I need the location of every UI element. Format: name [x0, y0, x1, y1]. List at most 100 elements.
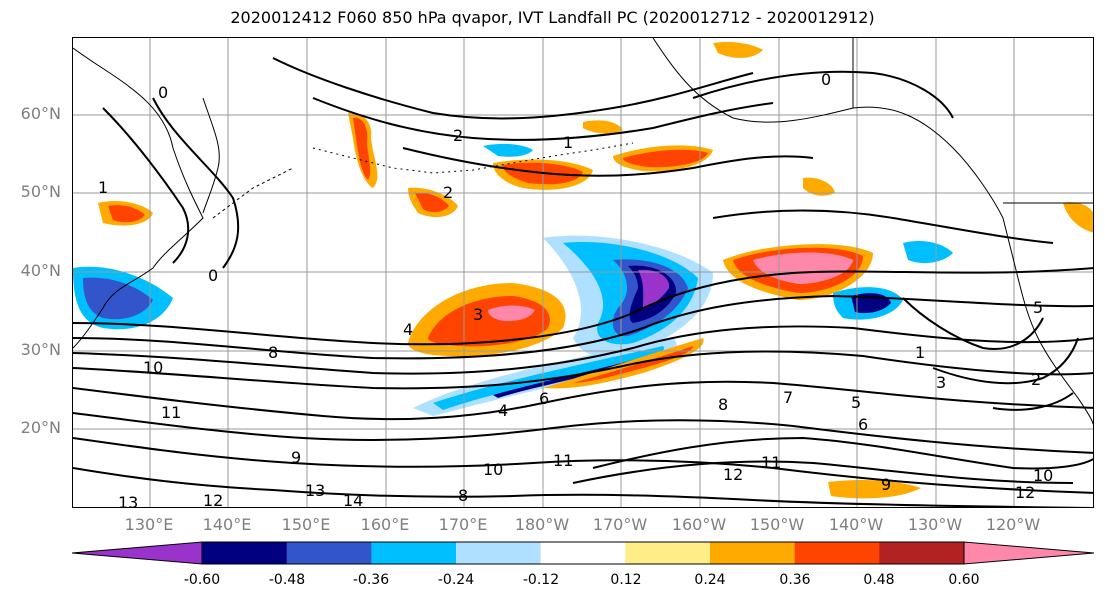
colorbar-cell	[625, 542, 711, 564]
contour-label: 8	[268, 343, 278, 362]
contour-label: 11	[161, 403, 181, 422]
shade-pink-175e	[488, 305, 535, 322]
contour-label: 7	[783, 388, 793, 407]
colorbar	[72, 541, 1094, 565]
shade-cyan-north-1	[483, 143, 533, 157]
lon-label-170w: 170°W	[592, 515, 648, 534]
shade-red-west-1	[108, 205, 145, 223]
colorbar-tick-label: -0.36	[352, 572, 390, 588]
colorbar-cell	[710, 542, 796, 564]
lon-label-160w: 160°W	[671, 515, 727, 534]
contour-label: 12	[723, 465, 743, 484]
na-west-coast	[1017, 277, 1093, 425]
contour-label: 11	[553, 451, 573, 470]
lat-label-50n: 50°N	[20, 182, 61, 201]
lat-label-20n: 20°N	[20, 418, 61, 437]
contour-label: 3	[936, 373, 946, 392]
aleutian-chain	[312, 142, 634, 174]
contour-label: 6	[539, 389, 549, 408]
colorbar-tick-label: 0.48	[863, 572, 895, 588]
contour-label: 5	[1033, 298, 1043, 317]
colorbar-cell	[794, 542, 880, 564]
contour-label: 2	[1031, 370, 1041, 389]
shade-orange-coast	[1063, 202, 1093, 233]
contour-label: 10	[483, 460, 503, 479]
shade-blue-west	[83, 277, 153, 320]
contour-label: 4	[498, 401, 508, 420]
shade-red-north-4	[415, 192, 449, 213]
contour-label: 12	[1015, 483, 1035, 502]
lat-label-30n: 30°N	[20, 340, 61, 359]
colorbar-tick-label: 0.60	[948, 572, 980, 588]
contour-label: 14	[343, 491, 363, 508]
contour-label: 6	[858, 415, 868, 434]
contour-label: 12	[203, 491, 223, 508]
lon-label-150e: 150°E	[281, 515, 331, 534]
colorbar-cells	[202, 542, 965, 564]
colorbar-cell	[371, 542, 457, 564]
lon-label-160e: 160°E	[360, 515, 410, 534]
map-canvas: 0 0 0 1 1 1 2 2 2 3 3 4 4 5 5 6 6 7 8 8 …	[73, 38, 1093, 508]
lon-label-140e: 140°E	[202, 515, 252, 534]
kamchatka-coast	[202, 97, 220, 214]
coastlines	[73, 38, 1093, 425]
colorbar-tick-label: -0.24	[437, 572, 475, 588]
lon-label-180w: 180°W	[514, 515, 570, 534]
colorbar-frame	[201, 541, 965, 565]
lon-label-140w: 140°W	[828, 515, 884, 534]
contour-label: 13	[305, 481, 325, 500]
lon-label-120w: 120°W	[985, 515, 1041, 534]
lat-label-40n: 40°N	[20, 261, 61, 280]
shaded-fields	[73, 41, 1093, 499]
shade-orange-north-3	[583, 120, 623, 134]
contour-label-group: 0 0 0 1 1 1 2 2 2 3 3 4 4 5 5 6 6 7 8 8 …	[98, 70, 1053, 508]
contour-label: 1	[563, 133, 573, 152]
shade-red-north-5	[353, 117, 371, 180]
shade-navy-band	[493, 356, 648, 398]
map-panel: 0 0 0 1 1 1 2 2 2 3 3 4 4 5 5 6 6 7 8 8 …	[72, 37, 1094, 508]
contour-label: 0	[158, 83, 168, 102]
colorbar-tick-label: 0.24	[694, 572, 726, 588]
colorbar-left-arrow	[72, 541, 203, 565]
colorbar-right-arrow	[963, 541, 1094, 565]
map-title: 2020012412 F060 850 hPa qvapor, IVT Land…	[230, 8, 875, 27]
contour-label: 1	[98, 178, 108, 197]
colorbar-tick-label: -0.60	[183, 572, 221, 588]
lon-label-150w: 150°W	[749, 515, 805, 534]
contour-label: 5	[851, 393, 861, 412]
colorbar-cell	[540, 542, 626, 564]
shade-red-north-2	[623, 149, 708, 168]
ivt-contours	[73, 57, 1093, 507]
colorbar-tick-label: -0.12	[522, 572, 560, 588]
contour-label: 13	[118, 493, 138, 508]
kuril-chain	[212, 167, 294, 219]
contour-label: 10	[143, 358, 163, 377]
lon-label-130e: 130°E	[124, 515, 174, 534]
contour-label: 8	[458, 486, 468, 505]
colorbar-cell	[286, 542, 372, 564]
colorbar-cell	[879, 542, 965, 564]
shade-orange-bottom	[828, 480, 921, 499]
contour-label: 1	[915, 343, 925, 362]
contour-label: 0	[208, 266, 218, 285]
shade-pink-ne	[753, 252, 853, 284]
colorbar-tick-label: -0.48	[268, 572, 306, 588]
contour-label: 4	[403, 320, 413, 339]
contour-label: 2	[443, 183, 453, 202]
colorbar-tick-label: 0.36	[779, 572, 811, 588]
shade-cyan-east-2	[903, 241, 953, 264]
contour-label: 10	[1033, 466, 1053, 485]
lat-label-60n: 60°N	[20, 104, 61, 123]
lon-label-170e: 170°E	[438, 515, 488, 534]
contour-label: 8	[718, 395, 728, 414]
contour-label: 9	[291, 448, 301, 467]
shade-orange-ne-top	[713, 41, 763, 58]
colorbar-cell	[202, 542, 288, 564]
alaska-coast	[652, 38, 1019, 279]
shade-purple-central	[638, 269, 670, 308]
contour-label: 0	[821, 70, 831, 89]
contour-label: 9	[881, 475, 891, 494]
contour-label: 2	[453, 126, 463, 145]
shade-cyan-band	[433, 346, 664, 410]
contour-label: 3	[473, 305, 483, 324]
